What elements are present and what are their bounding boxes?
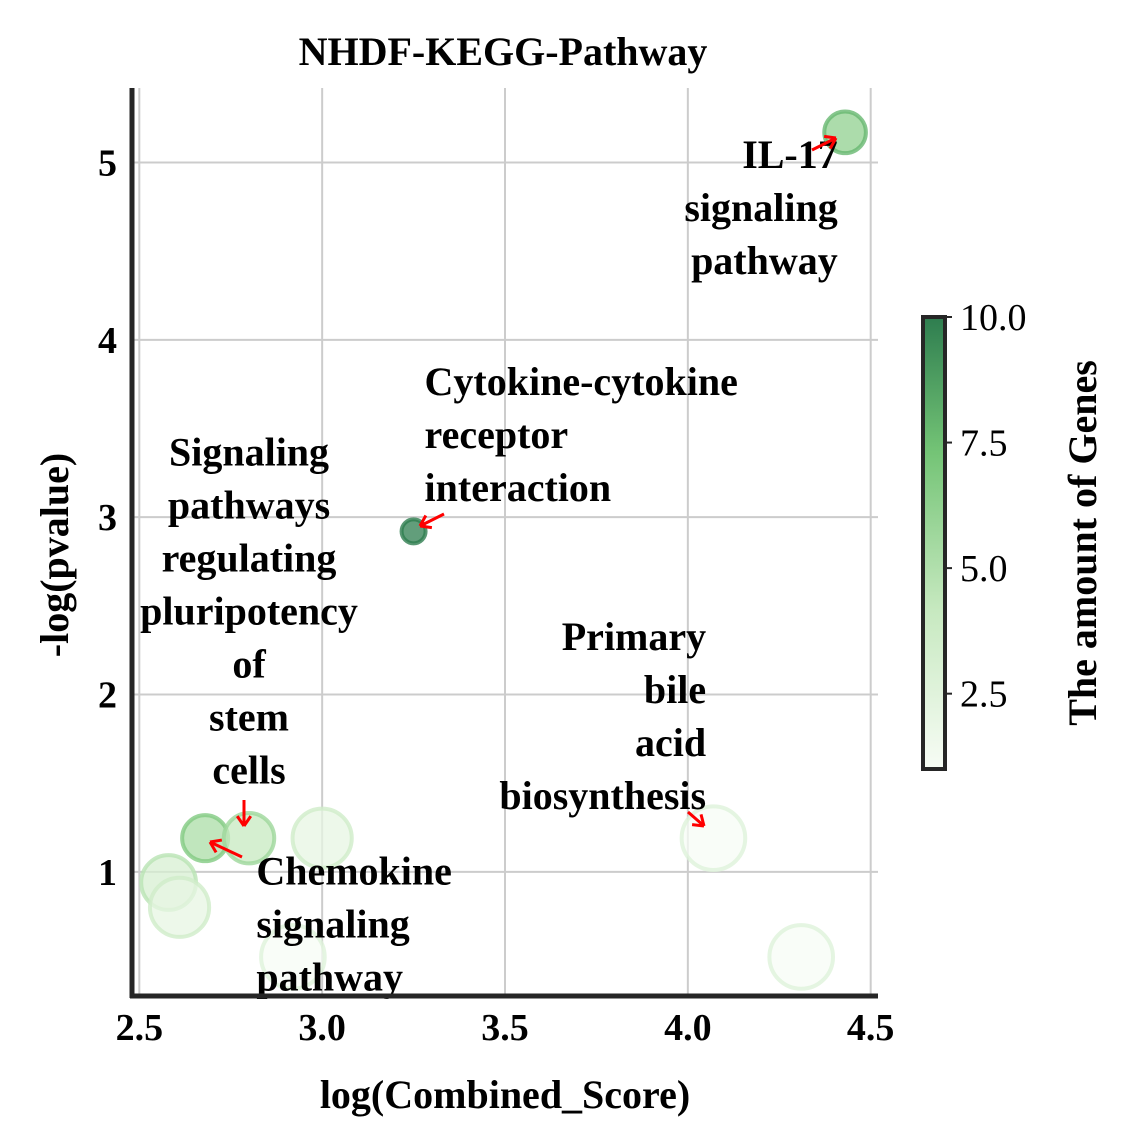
y-axis-label: -log(pvalue) xyxy=(32,453,77,657)
data-point xyxy=(290,806,354,870)
annotation-arrow xyxy=(235,800,253,827)
grid xyxy=(132,88,878,996)
x-tick-label: 3.0 xyxy=(298,1007,346,1049)
annotation: Cytokine-cytokine receptor interaction xyxy=(425,359,738,510)
data-point xyxy=(147,875,212,939)
colorbar-tick-label: 10.0 xyxy=(960,297,1027,339)
colorbar-tick-labels: 2.5 5.0 7.5 10.0 xyxy=(945,297,1027,716)
y-tick-label: 2 xyxy=(98,675,117,717)
colorbar: 2.5 5.0 7.5 10.0 The amount of Genes xyxy=(921,297,1105,771)
colorbar-gradient xyxy=(921,315,947,771)
annotation-label: Cytokine-cytokine receptor interaction xyxy=(425,359,738,510)
annotations: IL-17 signaling pathway Cytokine-cytokine re… xyxy=(140,132,838,999)
annotation-label: Signaling pathways regulating pluripotency o… xyxy=(140,430,358,793)
data-point xyxy=(259,923,327,991)
annotation-arrow xyxy=(208,838,243,859)
axes xyxy=(129,88,878,999)
annotation-arrow xyxy=(811,134,838,152)
annotation-arrow xyxy=(687,810,706,828)
annotation-label: Chemokine signaling pathway xyxy=(256,848,452,999)
colorbar-tick-label: 2.5 xyxy=(960,674,1008,716)
y-tick-label: 4 xyxy=(98,320,117,362)
colorbar-label: The amount of Genes xyxy=(1060,360,1105,726)
data-point xyxy=(180,813,231,864)
x-tick-label: 4.0 xyxy=(664,1007,712,1049)
x-tick-labels: 2.5 3.0 3.5 4.0 4.5 xyxy=(116,1007,895,1049)
annotation: Chemokine signaling pathway xyxy=(256,848,452,999)
x-tick-label: 4.5 xyxy=(847,1007,895,1049)
y-tick-label: 5 xyxy=(98,142,117,184)
annotation: Primary bile acid biosynthesis xyxy=(499,614,706,818)
annotation-arrow xyxy=(418,512,445,530)
annotation-label: IL-17 signaling pathway xyxy=(684,132,837,283)
annotation: IL-17 signaling pathway xyxy=(684,132,837,283)
chart-title: NHDF-KEGG-Pathway xyxy=(299,29,708,74)
annotation: Signaling pathways regulating pluripotency o… xyxy=(140,430,358,793)
colorbar-tick-label: 7.5 xyxy=(960,423,1008,465)
data-point xyxy=(221,810,277,866)
y-tick-label: 3 xyxy=(98,497,117,539)
x-axis-label: log(Combined_Score) xyxy=(320,1072,690,1117)
y-tick-labels: 1 2 3 4 5 xyxy=(98,142,117,893)
y-tick-label: 1 xyxy=(98,852,117,894)
x-tick-label: 3.5 xyxy=(481,1007,529,1049)
data-point xyxy=(767,923,836,991)
colorbar-tick-label: 5.0 xyxy=(960,548,1008,590)
annotation-label: Primary bile acid biosynthesis xyxy=(499,614,706,818)
x-tick-label: 2.5 xyxy=(116,1007,164,1049)
